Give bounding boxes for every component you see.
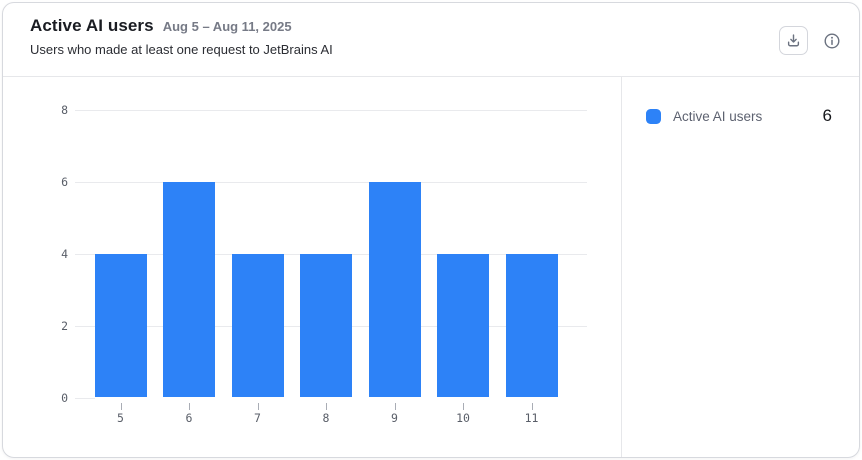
legend-panel: Active AI users 6 — [621, 77, 859, 457]
date-range: Aug 5 – Aug 11, 2025 — [162, 19, 292, 34]
x-tick-10 — [463, 403, 464, 410]
bar-chart: 0 2 4 6 8 5 6 7 8 9 10 11 — [3, 77, 621, 457]
x-axis-label-10: 10 — [456, 411, 470, 425]
x-tick-5 — [120, 403, 122, 410]
legend-item-active-ai-users[interactable]: Active AI users 6 — [646, 106, 832, 126]
bar-aug-8[interactable] — [300, 253, 352, 398]
x-axis-label-9: 9 — [391, 411, 398, 425]
info-button[interactable] — [821, 30, 843, 52]
legend-swatch — [646, 108, 661, 124]
x-tick-6 — [189, 403, 190, 410]
y-axis-label-2: 2 — [61, 318, 68, 333]
x-axis-label-7: 7 — [254, 411, 261, 425]
card-subtitle: Users who made at least one request to J… — [30, 42, 333, 57]
bar-aug-5[interactable] — [94, 253, 147, 398]
bar-aug-11[interactable] — [505, 253, 558, 398]
x-tick-9 — [394, 403, 396, 410]
x-tick-11 — [531, 403, 533, 410]
x-axis-label-6: 6 — [185, 411, 193, 425]
bar-aug-9[interactable] — [368, 181, 421, 398]
y-gridline-6 — [75, 181, 587, 183]
y-axis-label-0: 0 — [61, 390, 68, 405]
bar-aug-7[interactable] — [231, 253, 284, 398]
x-axis-label-5: 5 — [117, 411, 124, 425]
y-axis-label-4: 4 — [61, 246, 68, 261]
x-tick-8 — [326, 403, 327, 410]
card-header: Active AI users Aug 5 – Aug 11, 2025 Use… — [3, 3, 859, 77]
download-button[interactable] — [779, 26, 808, 55]
info-circle-icon — [823, 32, 841, 50]
bar-aug-10[interactable] — [437, 253, 489, 398]
y-axis-label-6: 6 — [61, 174, 68, 189]
x-tick-7 — [257, 403, 259, 410]
legend-value: 6 — [822, 106, 832, 125]
x-axis-label-11: 11 — [524, 411, 539, 425]
title-row: Active AI users Aug 5 – Aug 11, 2025 — [30, 16, 859, 36]
bar-aug-6[interactable] — [163, 181, 215, 398]
legend-label: Active AI users — [673, 108, 763, 124]
header-actions — [779, 26, 843, 55]
y-gridline-0 — [75, 397, 95, 399]
x-axis-label-8: 8 — [322, 411, 330, 425]
y-axis-label-8: 8 — [61, 102, 68, 117]
download-tray-icon — [786, 33, 801, 48]
page-title: Active AI users — [30, 16, 154, 35]
y-gridline-8 — [75, 109, 587, 111]
